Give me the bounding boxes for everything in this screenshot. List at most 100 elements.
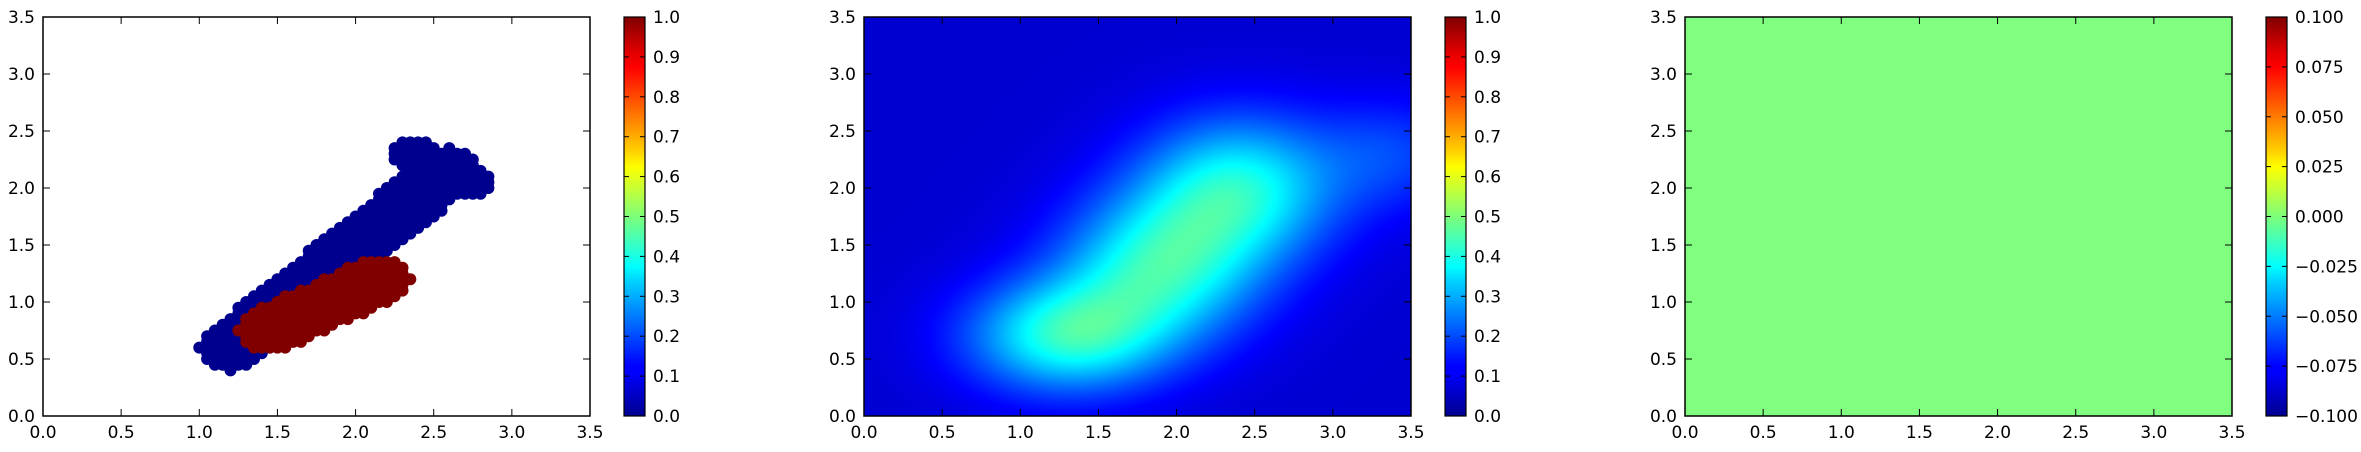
panel-3-axes: 0.0 0.5 1.0 1.5 2.0 2.5 3.0 3.5 0.0 0.5 1.0 1.5 2.0 2… bbox=[1650, 8, 2246, 443]
panel-3-colorbar-tick-label: −0.100 bbox=[2295, 407, 2358, 427]
panel-1-colorbar-tick-label: 0.0 bbox=[653, 407, 680, 427]
panel-3-y-tick-label: 0.0 bbox=[1650, 407, 1677, 427]
panel-3-x-tick-label: 3.5 bbox=[2218, 423, 2245, 443]
panel-1-y-tick-label: 0.0 bbox=[8, 407, 35, 427]
panel-2-y-tick-label: 2.5 bbox=[829, 122, 856, 142]
panel-1-x-tick-label: 2.0 bbox=[342, 423, 369, 443]
panel-1-colorbar-tick-label: 0.4 bbox=[653, 247, 680, 267]
panel-3-y-tick-label: 2.0 bbox=[1650, 179, 1677, 199]
panel-2-x-tick-label: 1.0 bbox=[1007, 423, 1034, 443]
panel-1-scatter: 0.0 0.5 1.0 1.5 2.0 2.5 3.0 3.5 0.0 0.5 1.0 1.5 2.0 2… bbox=[8, 8, 680, 443]
panel-3-frame bbox=[1684, 16, 2233, 417]
panel-2-x-tick-label: 2.0 bbox=[1163, 423, 1190, 443]
panel-3-x-tick-label: 0.5 bbox=[1750, 423, 1777, 443]
panel-3-heatmap-fill bbox=[1685, 17, 2232, 416]
panel-2-x-tick-label: 1.5 bbox=[1085, 423, 1112, 443]
panel-1-colorbar-tick-label: 0.6 bbox=[653, 168, 680, 188]
panel-3-colorbar-tick-label: −0.075 bbox=[2295, 357, 2358, 377]
panel-1-colorbar-tick-label: 0.9 bbox=[653, 48, 680, 68]
panel-1-frame bbox=[42, 16, 591, 417]
panel-3-colorbar-tick-label: 0.050 bbox=[2295, 108, 2344, 128]
panel-2-colorbar-tick-label: 0.1 bbox=[1474, 367, 1501, 387]
panel-1-y-tick-label: 1.5 bbox=[8, 236, 35, 256]
panel-2-y-tick-label: 3.5 bbox=[829, 8, 856, 28]
panel-1-y-tick-label: 2.5 bbox=[8, 122, 35, 142]
panel-3-x-tick-label: 2.5 bbox=[2062, 423, 2089, 443]
panel-3-x-tick-label: 0.0 bbox=[1671, 423, 1698, 443]
panel-1-colorbar: 0.0 0.1 0.2 0.3 0.4 0.5 0.6 0.7 0.8 0.9 1.0 bbox=[623, 8, 680, 427]
panel-2-colorbar-tick-label: 0.2 bbox=[1474, 327, 1501, 347]
panel-2-x-tick-label: 0.5 bbox=[929, 423, 956, 443]
panel-1-y-tick-label: 3.5 bbox=[8, 8, 35, 28]
panel-2-y-tick-label: 1.5 bbox=[829, 236, 856, 256]
panel-1-points bbox=[193, 136, 495, 377]
panel-1-colorbar-tick-label: 0.8 bbox=[653, 88, 680, 108]
panel-1-y-tick-label: 3.0 bbox=[8, 65, 35, 85]
panel-2-colorbar-tick-label: 0.7 bbox=[1474, 128, 1501, 148]
panel-1-colorbar-tick-label: 1.0 bbox=[653, 8, 680, 28]
panel-2-colorbar-tick-label: 0.3 bbox=[1474, 287, 1501, 307]
panel-1-axes: 0.0 0.5 1.0 1.5 2.0 2.5 3.0 3.5 0.0 0.5 1.0 1.5 2.0 2… bbox=[8, 8, 604, 443]
panel-2-heatmap: 0.0 0.5 1.0 1.5 2.0 2.5 3.0 3.5 0.0 0.5 1.0 1.5 2.0 2… bbox=[829, 8, 1501, 443]
panel-2-x-tick-label: 0.0 bbox=[850, 423, 877, 443]
panel-2-colorbar-tick-label: 0.8 bbox=[1474, 88, 1501, 108]
panel-3-colorbar-tick-label: −0.050 bbox=[2295, 307, 2358, 327]
panel-1-x-tick-label: 1.5 bbox=[264, 423, 291, 443]
panel-3-y-tick-label: 1.5 bbox=[1650, 236, 1677, 256]
panel-2-y-tick-label: 0.0 bbox=[829, 407, 856, 427]
panel-1-y-tick-label: 1.0 bbox=[8, 293, 35, 313]
panel-3-x-tick-label: 1.0 bbox=[1828, 423, 1855, 443]
panel-3-colorbar-tick-label: 0.000 bbox=[2295, 208, 2344, 228]
scatter-point bbox=[466, 153, 479, 166]
panel-1-y-tick-label: 2.0 bbox=[8, 179, 35, 199]
panel-3-x-tick-label: 2.0 bbox=[1984, 423, 2011, 443]
panel-2-y-tick-label: 2.0 bbox=[829, 179, 856, 199]
panel-3-y-tick-label: 3.5 bbox=[1650, 8, 1677, 28]
panel-2-colorbar-tick-label: 0.6 bbox=[1474, 168, 1501, 188]
panel-2-x-tick-label: 3.5 bbox=[1397, 423, 1424, 443]
panel-3-x-tick-label: 3.0 bbox=[2140, 423, 2167, 443]
panel-1-colorbar-tick-label: 0.2 bbox=[653, 327, 680, 347]
panel-1-x-tick-label: 0.5 bbox=[108, 423, 135, 443]
scatter-point bbox=[396, 261, 409, 274]
panel-1-colorbar-tick-label: 0.5 bbox=[653, 208, 680, 228]
panel-1-x-tick-label: 3.0 bbox=[498, 423, 525, 443]
panel-1-y-tick-label: 0.5 bbox=[8, 350, 35, 370]
panel-2-y-tick-label: 0.5 bbox=[829, 350, 856, 370]
panel-2-y-tick-label: 1.0 bbox=[829, 293, 856, 313]
panel-3-heatmap: 0.0 0.5 1.0 1.5 2.0 2.5 3.0 3.5 0.0 0.5 1.0 1.5 2.0 2… bbox=[1650, 8, 2358, 443]
panel-3-y-tick-label: 0.5 bbox=[1650, 350, 1677, 370]
panel-3-x-tick-label: 1.5 bbox=[1906, 423, 1933, 443]
panel-3-y-tick-label: 1.0 bbox=[1650, 293, 1677, 313]
scatter-point bbox=[482, 170, 495, 183]
panel-2-colorbar-tick-label: 0.0 bbox=[1474, 407, 1501, 427]
panel-3-y-tick-label: 3.0 bbox=[1650, 65, 1677, 85]
panel-2-colorbar-tick-label: 1.0 bbox=[1474, 8, 1501, 28]
panel-2-y-tick-label: 3.0 bbox=[829, 65, 856, 85]
panel-1-colorbar-tick-label: 0.3 bbox=[653, 287, 680, 307]
panel-3-y-tick-label: 2.5 bbox=[1650, 122, 1677, 142]
panel-1-colorbar-tick-label: 0.1 bbox=[653, 367, 680, 387]
panel-2-frame bbox=[863, 16, 1412, 417]
panel-3-colorbar-tick-label: 0.100 bbox=[2295, 8, 2344, 28]
panel-1-colorbar-tick-label: 0.7 bbox=[653, 128, 680, 148]
panel-2-x-tick-label: 3.0 bbox=[1319, 423, 1346, 443]
panel-1-x-tick-label: 1.0 bbox=[186, 423, 213, 443]
panel-3-colorbar-tick-label: 0.075 bbox=[2295, 58, 2344, 78]
panel-2-x-tick-label: 2.5 bbox=[1241, 423, 1268, 443]
panel-2-axes: 0.0 0.5 1.0 1.5 2.0 2.5 3.0 3.5 0.0 0.5 1.0 1.5 2.0 2… bbox=[829, 8, 1425, 443]
panel-2-colorbar-tick-label: 0.4 bbox=[1474, 247, 1501, 267]
panel-3-colorbar-tick-label: −0.025 bbox=[2295, 257, 2358, 277]
panel-3-colorbar: −0.100 −0.075 −0.050 −0.025 0.000 0.025 0.050 0… bbox=[2265, 8, 2358, 427]
scatter-point bbox=[404, 273, 417, 286]
panel-3-colorbar-tick-label: 0.025 bbox=[2295, 158, 2344, 178]
panel-2-heatmap-image bbox=[864, 17, 1411, 416]
panel-1-x-tick-label: 3.5 bbox=[576, 423, 603, 443]
panel-2-colorbar: 0.0 0.1 0.2 0.3 0.4 0.5 0.6 0.7 0.8 0.9 1.0 bbox=[1444, 8, 1501, 427]
panel-1-x-tick-label: 0.0 bbox=[29, 423, 56, 443]
panel-2-colorbar-tick-label: 0.9 bbox=[1474, 48, 1501, 68]
panel-1-x-tick-label: 2.5 bbox=[420, 423, 447, 443]
panel-2-colorbar-tick-label: 0.5 bbox=[1474, 208, 1501, 228]
panel-1-plot-area bbox=[43, 17, 590, 416]
